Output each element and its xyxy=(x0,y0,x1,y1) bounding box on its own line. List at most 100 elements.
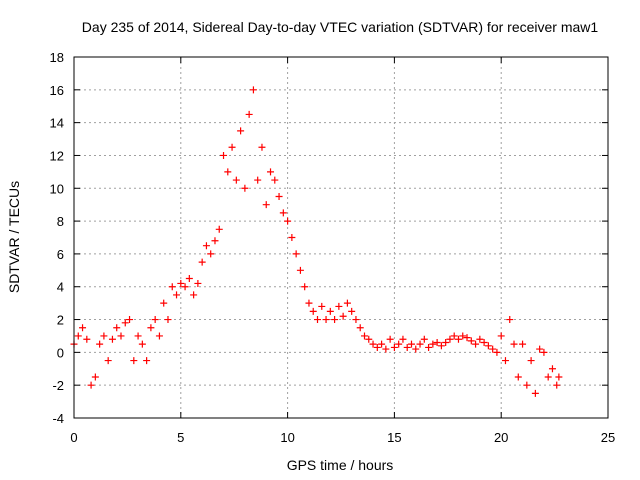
data-point xyxy=(544,373,552,381)
data-point xyxy=(523,381,531,389)
data-point xyxy=(190,291,198,299)
data-point xyxy=(553,381,561,389)
y-tick-label: 2 xyxy=(57,313,64,328)
data-point xyxy=(318,302,326,310)
data-point xyxy=(531,389,539,397)
data-point xyxy=(390,343,398,351)
data-point xyxy=(160,299,168,307)
data-point xyxy=(254,176,262,184)
data-point xyxy=(292,250,300,258)
axis-ticks: 0 5 10 15 20 25 -4 -2 0 2 4 6 8 10 12 14 16 18 xyxy=(50,50,616,445)
y-tick-label: 10 xyxy=(50,181,64,196)
y-tick-label: 8 xyxy=(57,214,64,229)
y-tick-label: -4 xyxy=(52,411,64,426)
data-point xyxy=(489,345,497,353)
data-point xyxy=(540,348,548,356)
data-point xyxy=(519,340,527,348)
data-point xyxy=(399,335,407,343)
grid-lines xyxy=(74,57,608,418)
data-point xyxy=(267,168,275,176)
data-point xyxy=(403,343,411,351)
x-tick-label: 25 xyxy=(601,430,615,445)
data-point xyxy=(279,209,287,217)
data-point xyxy=(108,335,116,343)
data-point xyxy=(501,357,509,365)
data-point xyxy=(275,192,283,200)
y-tick-label: 12 xyxy=(50,148,64,163)
data-point xyxy=(555,373,563,381)
y-tick-label: 0 xyxy=(57,345,64,360)
data-point xyxy=(241,184,249,192)
data-point xyxy=(151,316,159,324)
data-point xyxy=(91,373,99,381)
y-tick-label: 16 xyxy=(50,83,64,98)
data-point xyxy=(181,283,189,291)
data-point xyxy=(211,237,219,245)
data-point xyxy=(237,127,245,135)
data-point xyxy=(480,339,488,347)
data-point xyxy=(343,299,351,307)
data-point xyxy=(117,332,125,340)
data-point xyxy=(429,340,437,348)
data-point xyxy=(352,316,360,324)
data-point xyxy=(147,324,155,332)
data-point xyxy=(288,234,296,241)
data-point xyxy=(215,225,223,233)
data-point xyxy=(202,242,210,250)
data-point xyxy=(198,258,206,266)
data-point xyxy=(412,345,420,353)
data-point xyxy=(271,176,279,184)
x-tick-label: 20 xyxy=(494,430,508,445)
data-point xyxy=(416,340,424,348)
data-point xyxy=(113,324,121,332)
data-point xyxy=(463,334,471,342)
y-tick-label: -2 xyxy=(52,378,64,393)
data-point xyxy=(284,217,292,225)
y-tick-label: 6 xyxy=(57,247,64,262)
data-point xyxy=(442,339,450,347)
data-point xyxy=(446,335,454,343)
data-point xyxy=(437,342,445,350)
data-point xyxy=(245,110,253,118)
data-point xyxy=(168,283,176,291)
data-point xyxy=(220,151,228,159)
data-point xyxy=(365,335,373,343)
data-point xyxy=(360,332,368,340)
data-point xyxy=(326,307,334,315)
data-point xyxy=(96,340,104,348)
data-point xyxy=(232,176,240,184)
data-point xyxy=(207,250,215,258)
data-point xyxy=(121,319,129,327)
data-point xyxy=(506,316,514,324)
data-point xyxy=(510,340,518,348)
data-point xyxy=(134,332,142,340)
data-point xyxy=(395,340,403,348)
x-tick-label: 10 xyxy=(280,430,294,445)
data-point xyxy=(433,339,441,347)
data-point xyxy=(164,316,172,324)
data-point xyxy=(386,335,394,343)
data-point xyxy=(356,324,364,332)
data-point xyxy=(100,332,108,340)
data-point xyxy=(450,332,458,340)
data-point xyxy=(143,357,151,365)
data-point xyxy=(224,168,232,176)
data-point xyxy=(228,143,236,151)
data-point xyxy=(83,335,91,343)
data-point xyxy=(373,343,381,351)
data-point xyxy=(301,283,309,291)
data-point xyxy=(130,357,138,365)
data-point xyxy=(497,332,505,340)
plot-frame xyxy=(73,56,609,419)
data-point xyxy=(348,307,356,315)
data-point xyxy=(309,307,317,315)
data-point xyxy=(155,332,163,340)
data-point xyxy=(514,373,522,381)
data-point xyxy=(378,340,386,348)
x-tick-label: 15 xyxy=(387,430,401,445)
data-point xyxy=(74,332,82,340)
data-point xyxy=(79,324,87,332)
data-point xyxy=(493,348,501,356)
data-point xyxy=(527,357,535,365)
